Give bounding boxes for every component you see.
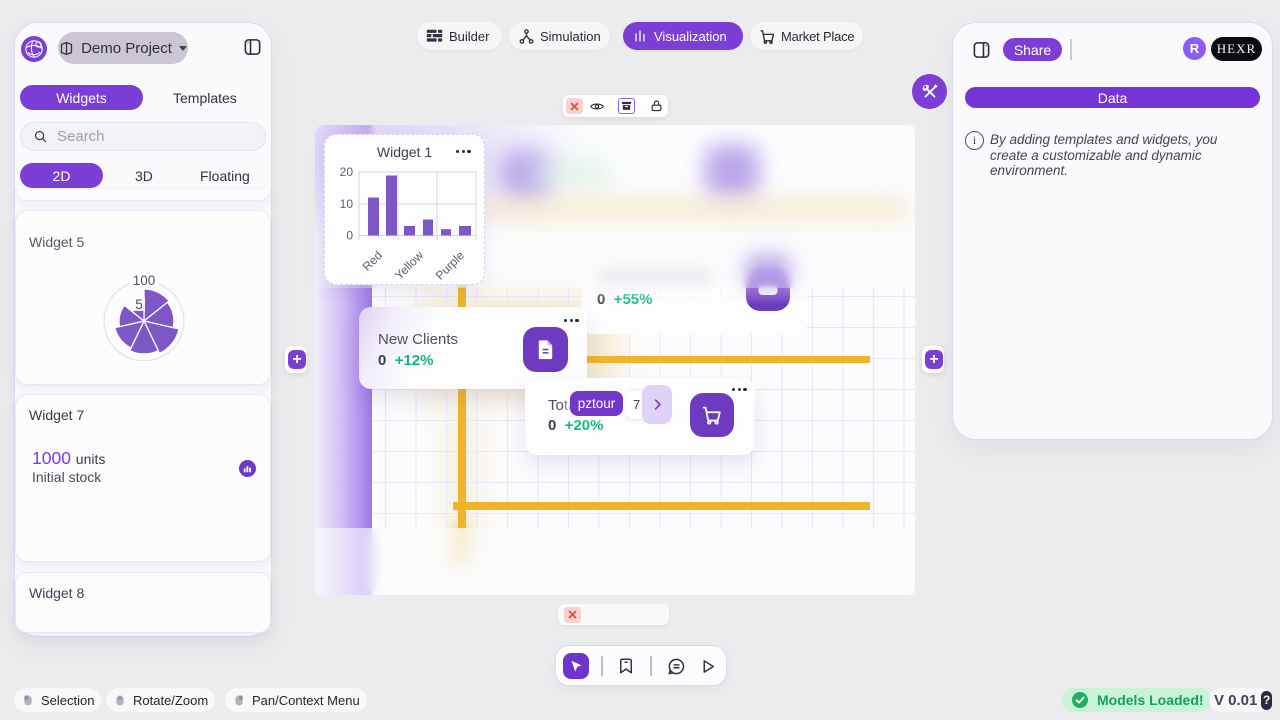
svg-text:5: 5 bbox=[135, 297, 143, 312]
svg-text:10: 10 bbox=[340, 197, 354, 211]
svg-text:20: 20 bbox=[340, 165, 354, 179]
svg-text:Red: Red bbox=[360, 248, 385, 273]
svg-text:0: 0 bbox=[346, 229, 353, 243]
svg-text:Purple: Purple bbox=[433, 248, 468, 283]
svg-text:Yellow: Yellow bbox=[392, 248, 426, 282]
svg-text:100: 100 bbox=[133, 273, 156, 288]
